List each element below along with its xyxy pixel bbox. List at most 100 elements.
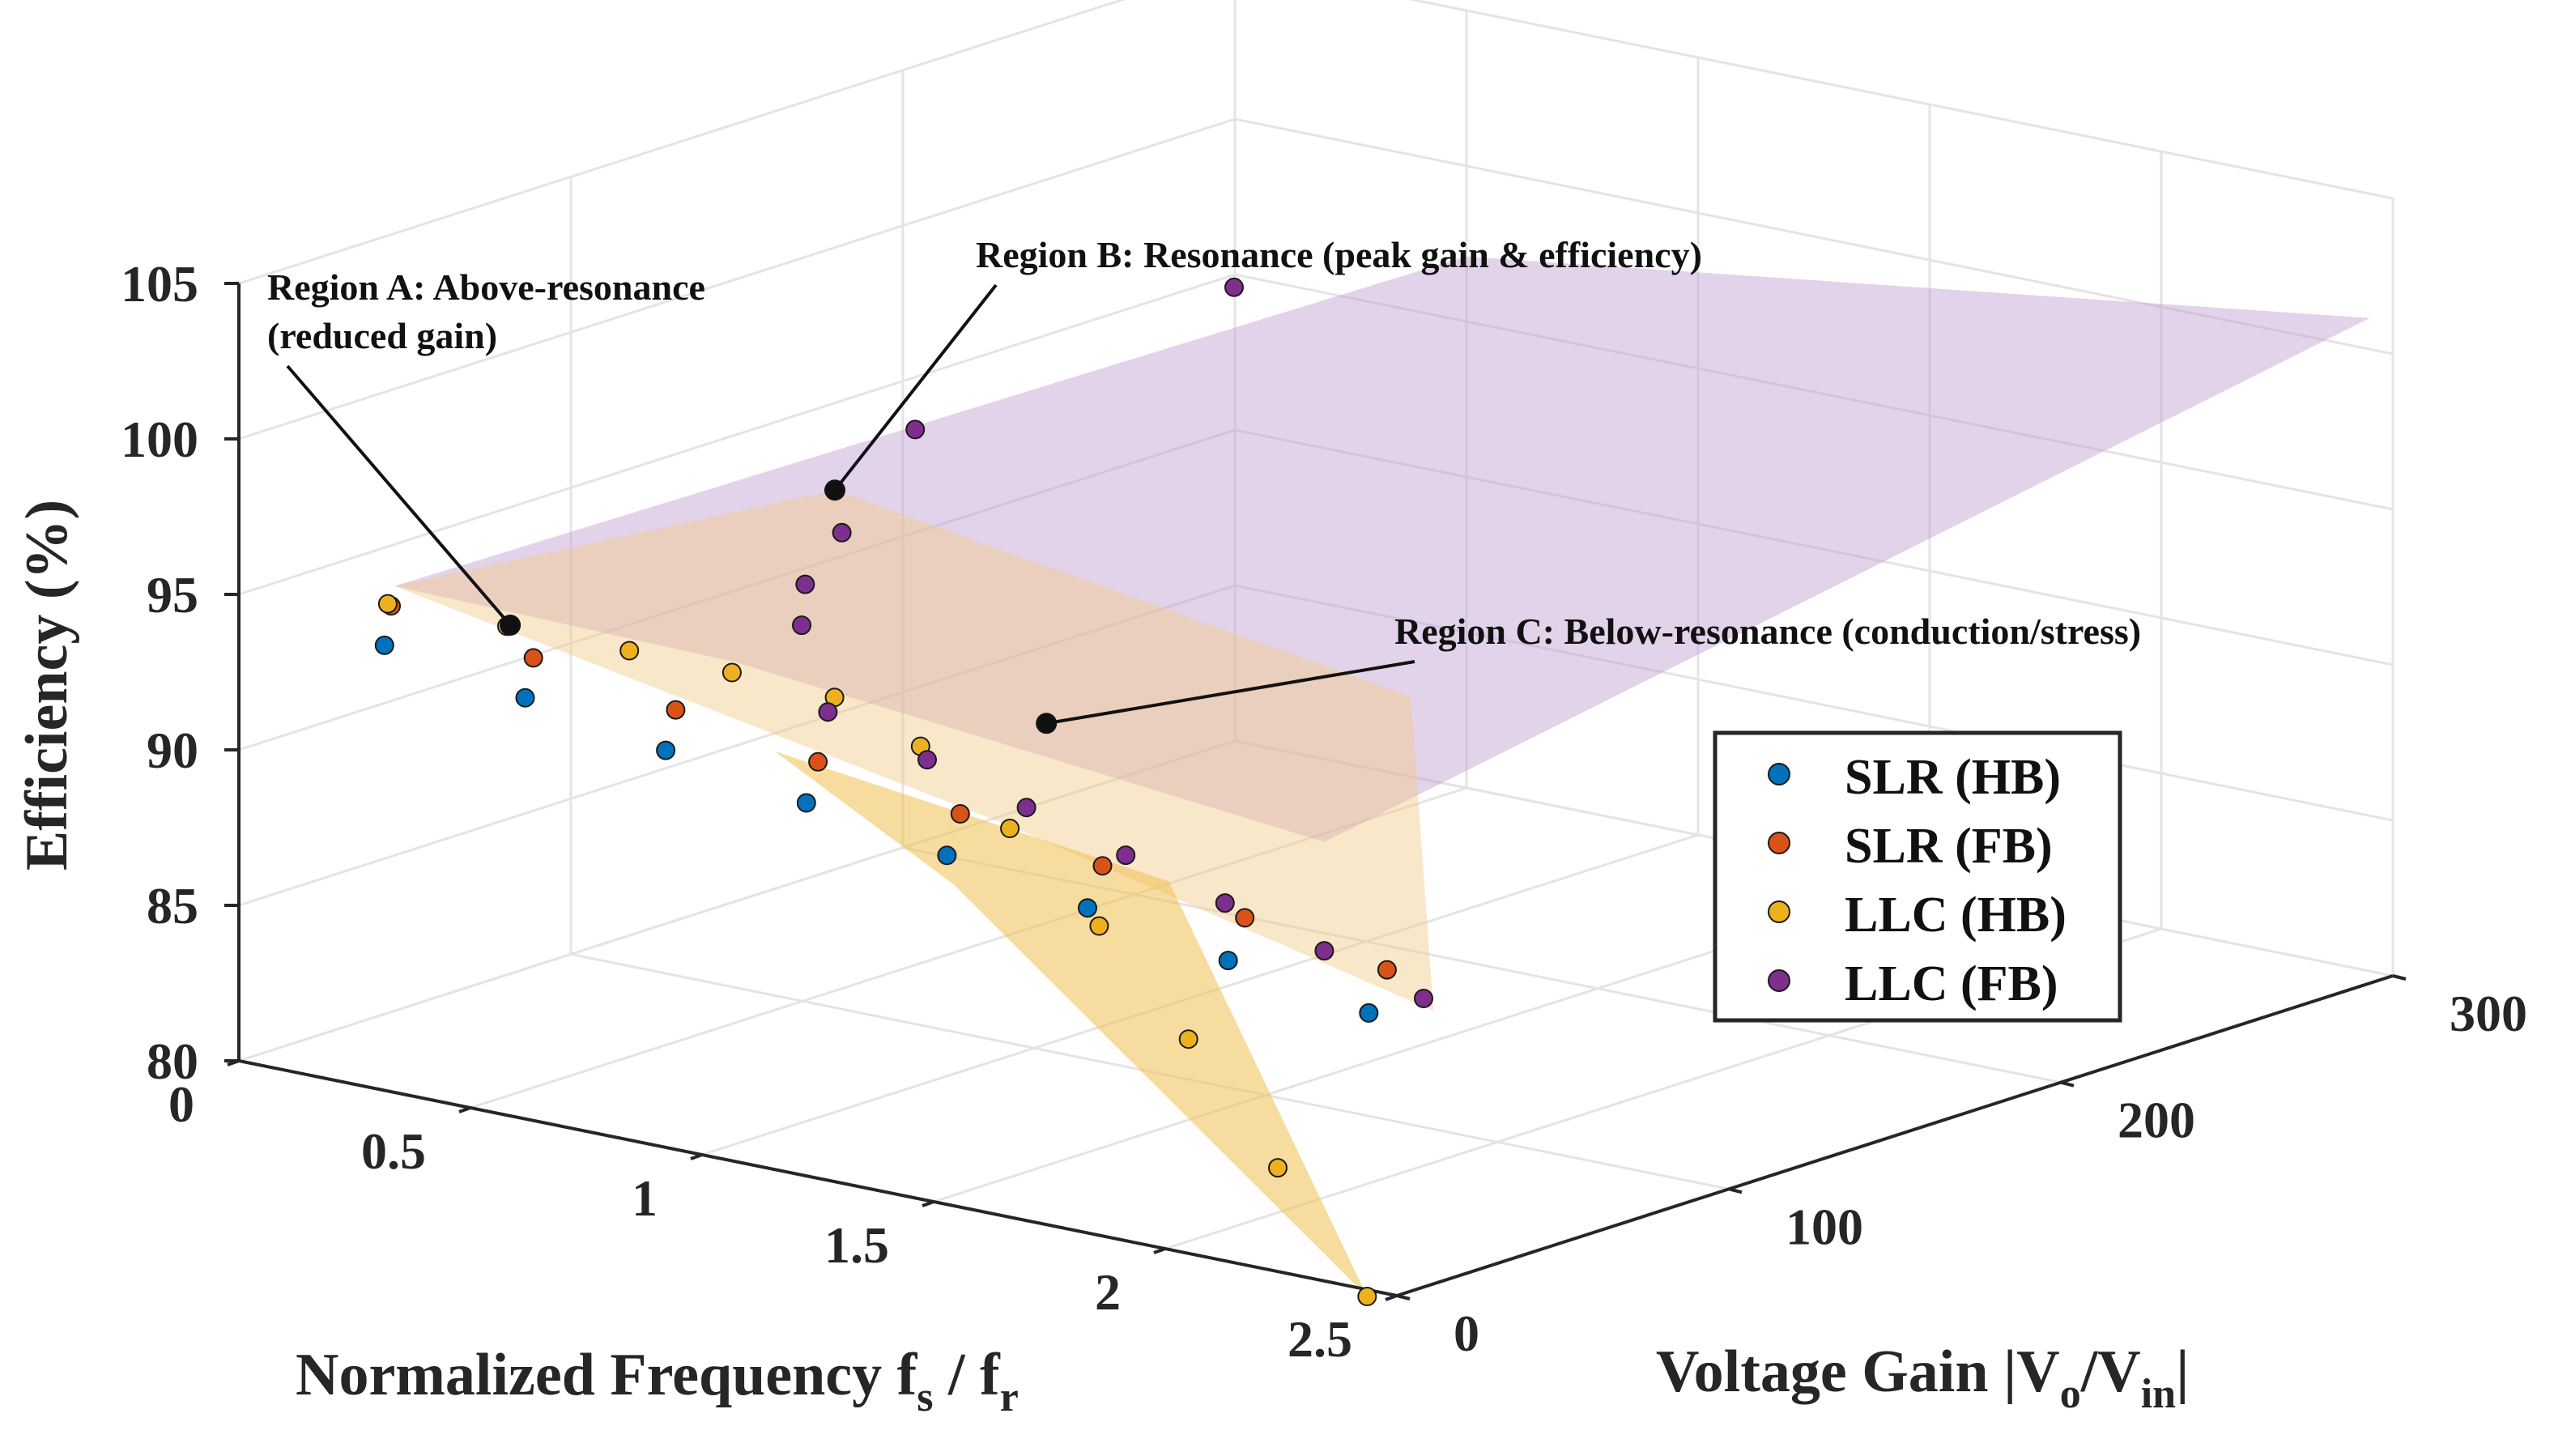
grid-line-z [238,117,2394,441]
z-tick-label: 80 [147,1032,198,1090]
data-point-slr-hb [515,688,535,708]
z-tick-labels: 80 85 90 95 100 105 [121,255,239,1090]
x-tick-label: 0 [168,1075,194,1133]
y-tick-mark [2060,1080,2075,1088]
x-axis-title-sub-r: r [1000,1374,1019,1420]
x-tick-label: 2 [1095,1263,1121,1321]
z-tick-label: 90 [147,722,198,779]
annotation-region-a: Region A: Above-resonance (reduced gain) [267,266,705,636]
y-tick-mark [2392,974,2407,981]
legend-marker-llc-fb [1768,969,1790,992]
annotation-leader-line [1045,660,1415,726]
tick-labels: 0 0.5 1 1.5 2 2.5 0 100 200 300 80 85 90 95 100 105 [121,255,2527,1368]
data-point-slr-hb [937,845,957,866]
data-point-llc-fb [1414,989,1433,1008]
y-axis-title-sub-in: in [2141,1371,2176,1417]
y-tick-mark [1396,1294,1411,1301]
data-point-llc-hb [619,641,640,661]
annotation-target-marker [1036,713,1058,734]
data-point-slr-fb [1235,908,1255,928]
grid-line-z [238,273,2394,596]
x-tick-mark [922,1200,934,1207]
data-point-llc-fb [792,615,811,636]
x-tick-mark [690,1153,703,1160]
annotation-leader-line [286,364,512,627]
data-point-slr-hb [796,793,816,813]
data-point-slr-fb [950,804,970,824]
data-point-slr-hb [1218,951,1238,971]
legend: SLR (HB) SLR (FB) LLC (HB) LLC (FB) [1713,730,2122,1023]
z-tick-label: 95 [147,566,198,624]
data-point-llc-fb [818,702,838,722]
x-tick-label: 0.5 [361,1122,426,1180]
z-axis-title: Efficiency (%) [14,500,80,871]
annotation-target-marker [500,615,521,636]
data-point-slr-hb [374,635,394,655]
y-tick-label: 0 [1454,1305,1479,1362]
series-llc-fb [792,277,1433,1008]
x-tick-mark [1385,1294,1398,1301]
y-tick-mark [1728,1187,1743,1194]
data-point-slr-hb [1078,898,1097,918]
legend-label-slr-hb: SLR (HB) [1845,750,2061,805]
x-tick-mark [1153,1247,1166,1254]
y-tick-label: 300 [2450,985,2527,1042]
data-point-llc-hb [722,662,742,683]
annotation-target-marker [824,479,845,501]
data-point-llc-fb [795,574,815,594]
legend-marker-llc-hb [1768,900,1790,923]
data-point-llc-hb [1089,916,1109,936]
legend-marker-slr-fb [1768,832,1790,854]
legend-label-llc-hb: LLC (HB) [1845,888,2067,943]
data-point-llc-fb [1016,798,1036,818]
data-point-llc-fb [832,522,852,543]
annotation-text-line: Region C: Below-resonance (conduction/st… [1394,611,2141,652]
grid-line-z [238,0,2394,285]
annotation-text-line: Region A: Above-resonance [267,266,705,308]
series-slr-hb [374,635,1379,1023]
y-axis-title: Voltage Gain |Vo/Vin| [1656,1339,2189,1417]
z-tick-label: 100 [121,411,198,468]
x-tick-label: 1.5 [824,1216,889,1274]
x-axis-line [238,1059,1398,1297]
data-point-slr-fb [808,751,828,772]
x-axis-title-main: Normalized Frequency f [296,1342,918,1408]
y-tick-labels: 0 100 200 300 [1396,974,2527,1362]
data-point-slr-fb [523,648,543,668]
y-tick-label: 100 [1786,1198,1863,1255]
x-axis-title: Normalized Frequency fs / fr [296,1342,1019,1420]
grid-line-z [238,428,2394,751]
x-tick-mark [458,1106,471,1113]
z-tick-label: 105 [121,255,198,313]
z-tick-label: 85 [147,877,198,934]
data-point-llc-fb [1314,941,1334,961]
data-point-llc-hb [377,594,398,614]
x-axis-title-mid: / f [934,1342,1002,1408]
x-tick-labels: 0 0.5 1 1.5 2 2.5 [168,1059,1398,1368]
annotation-region-c: Region C: Below-resonance (conduction/st… [1036,611,2141,734]
x-axis-title-sub-s: s [917,1374,933,1420]
data-point-slr-fb [1377,960,1397,980]
data-point-slr-fb [1092,856,1113,876]
data-point-slr-hb [656,740,676,760]
annotation-leader-line [833,283,998,492]
legend-label-llc-fb: LLC (FB) [1845,956,2058,1011]
data-point-llc-fb [1215,893,1235,913]
data-point-llc-hb [1268,1158,1288,1178]
annotation-text-line: Region B: Resonance (peak gain & efficie… [976,234,1702,275]
legend-marker-slr-hb [1768,763,1790,785]
llc-hb-drop-surface [775,751,1368,1296]
annotation-region-b: Region B: Resonance (peak gain & efficie… [824,234,1702,501]
legend-label-slr-fb: SLR (FB) [1845,819,2053,874]
data-point-llc-hb [1178,1029,1198,1049]
data-point-slr-fb [666,700,686,720]
annotations: Region A: Above-resonance(reduced gain)R… [267,234,2141,734]
axes [237,283,2394,1297]
data-point-llc-fb [905,419,926,440]
y-axis-title-end: | [2176,1339,2189,1405]
data-point-llc-fb [917,750,937,770]
data-point-llc-hb [1357,1287,1377,1306]
y-tick-label: 200 [2118,1092,2195,1149]
x-tick-label: 1 [632,1169,658,1227]
